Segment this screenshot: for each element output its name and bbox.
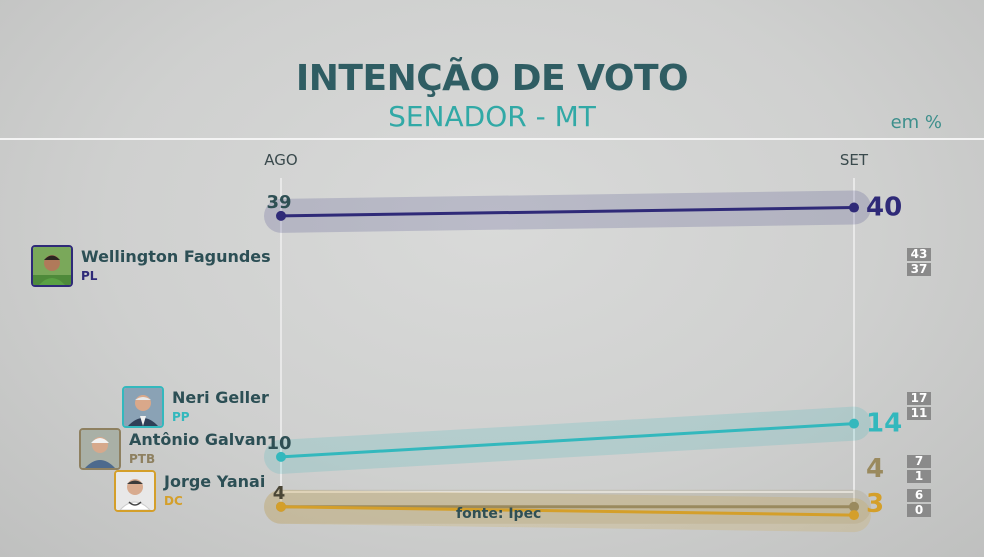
avatar (31, 245, 73, 287)
data-point (276, 451, 286, 462)
avatar (114, 470, 156, 512)
data-label-start: 39 (266, 192, 291, 213)
candidate-name: Neri Geller (172, 388, 269, 408)
candidate-party: DC (164, 494, 183, 509)
data-label-end: 14 (866, 409, 902, 439)
data-label-end: 3 (866, 489, 884, 519)
range-badge-antonio: 7 1 (907, 455, 931, 483)
man-suit-icon (124, 388, 162, 426)
candidate-label-jorge: Jorge Yanai DC (114, 470, 265, 512)
range-high: 7 (907, 455, 931, 468)
data-point (276, 501, 286, 512)
range-badge-jorge: 6 0 (907, 489, 931, 517)
range-high: 6 (907, 489, 931, 502)
series-line (280, 206, 855, 218)
man-green-shirt-icon (33, 247, 71, 285)
range-high: 17 (907, 392, 931, 405)
doctor-icon (116, 472, 154, 510)
candidate-name: Antônio Galvan (129, 430, 267, 450)
range-low: 37 (907, 263, 931, 276)
candidate-label-antonio: Antônio Galvan PTB (79, 428, 267, 470)
range-low: 11 (907, 407, 931, 420)
candidate-party: PP (172, 410, 190, 425)
candidate-name: Jorge Yanai (164, 472, 266, 492)
range-high: 43 (907, 248, 931, 261)
data-point (849, 418, 859, 429)
range-low: 0 (907, 504, 931, 517)
series-line (280, 505, 855, 517)
data-point (849, 202, 859, 213)
man-white-hair-icon (81, 430, 119, 468)
range-low: 1 (907, 470, 931, 483)
data-label-end: 4 (866, 454, 884, 484)
range-badge-wellington: 43 37 (907, 248, 931, 276)
candidate-label-wellington: Wellington Fagundes PL (31, 245, 271, 287)
page-subtitle: SENADOR - MT (388, 100, 596, 133)
data-point (276, 210, 286, 221)
candidate-party: PL (81, 269, 98, 284)
data-label-start: 10 (266, 433, 291, 454)
avatar (79, 428, 121, 470)
candidate-name: Wellington Fagundes (81, 247, 271, 267)
series-line (280, 422, 855, 459)
candidate-label-neri: Neri Geller PP (122, 386, 269, 428)
x-tick-label: AGO (264, 151, 297, 169)
range-badge-neri: 17 11 (907, 392, 931, 420)
unit-label: em % (890, 112, 942, 133)
header-divider (0, 138, 984, 140)
data-label-end: 40 (866, 193, 902, 223)
source-label: fonte: Ipec (456, 506, 542, 522)
candidate-party: PTB (129, 452, 156, 467)
data-point (849, 510, 859, 521)
data-point (849, 501, 859, 512)
page-title: INTENÇÃO DE VOTO (295, 58, 689, 99)
avatar (122, 386, 164, 428)
x-tick-label: SET (840, 151, 869, 169)
data-label-start: 4 (273, 483, 286, 504)
